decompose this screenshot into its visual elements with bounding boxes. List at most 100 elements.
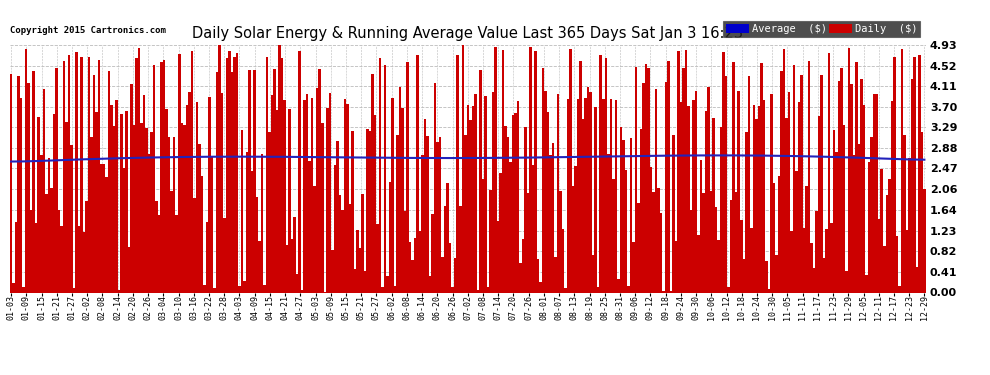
Bar [331, 250, 334, 292]
Bar [471, 106, 474, 292]
Bar [713, 117, 715, 292]
Bar [48, 158, 50, 292]
Bar [401, 108, 404, 292]
Bar [494, 47, 497, 292]
Bar [649, 167, 652, 292]
Bar [860, 79, 863, 292]
Bar [43, 89, 45, 292]
Bar [329, 93, 331, 292]
Bar [244, 282, 246, 292]
Bar [208, 98, 211, 292]
Bar [891, 101, 893, 292]
Bar [93, 75, 95, 292]
Bar [236, 53, 239, 292]
Bar [384, 65, 386, 292]
Bar [442, 257, 444, 292]
Bar [62, 61, 65, 292]
Bar [276, 110, 278, 292]
Bar [664, 82, 667, 292]
Bar [831, 223, 833, 292]
Bar [875, 94, 878, 292]
Bar [647, 68, 649, 292]
Bar [612, 178, 615, 292]
Bar [828, 53, 831, 292]
Bar [522, 239, 525, 292]
Bar [484, 96, 487, 292]
Bar [459, 207, 461, 292]
Bar [178, 54, 180, 292]
Bar [662, 291, 664, 292]
Bar [622, 140, 625, 292]
Bar [399, 87, 401, 292]
Bar [65, 123, 67, 292]
Bar [429, 276, 432, 292]
Bar [815, 211, 818, 292]
Bar [206, 222, 208, 292]
Bar [379, 58, 381, 292]
Bar [567, 99, 569, 292]
Bar [805, 186, 808, 292]
Bar [85, 201, 88, 292]
Bar [517, 101, 519, 292]
Bar [720, 127, 723, 292]
Bar [685, 50, 687, 292]
Bar [454, 258, 456, 292]
Bar [682, 68, 685, 292]
Bar [680, 102, 682, 292]
Bar [863, 105, 865, 292]
Bar [218, 45, 221, 292]
Bar [396, 135, 399, 292]
Bar [823, 258, 826, 292]
Bar [654, 89, 657, 292]
Bar [231, 72, 234, 292]
Bar [602, 99, 605, 292]
Bar [530, 47, 532, 292]
Bar [361, 194, 363, 292]
Bar [67, 55, 70, 292]
Bar [605, 58, 607, 292]
Bar [594, 106, 597, 292]
Bar [630, 138, 632, 292]
Bar [554, 257, 556, 292]
Bar [40, 155, 43, 292]
Bar [50, 188, 52, 292]
Bar [451, 287, 454, 292]
Bar [542, 68, 545, 292]
Bar [670, 291, 672, 292]
Bar [115, 100, 118, 292]
Bar [461, 45, 464, 292]
Bar [767, 289, 770, 292]
Bar [376, 224, 379, 292]
Bar [537, 259, 540, 292]
Bar [283, 100, 286, 292]
Bar [532, 165, 535, 292]
Bar [291, 239, 293, 292]
Bar [620, 127, 622, 292]
Bar [55, 68, 57, 292]
Bar [193, 198, 196, 292]
Bar [519, 263, 522, 292]
Bar [908, 158, 911, 292]
Bar [288, 109, 291, 292]
Bar [858, 144, 860, 292]
Bar [366, 129, 368, 292]
Bar [672, 135, 675, 292]
Bar [152, 64, 155, 292]
Bar [437, 142, 439, 292]
Bar [103, 164, 105, 292]
Bar [627, 286, 630, 292]
Bar [411, 261, 414, 292]
Bar [234, 57, 236, 292]
Bar [163, 60, 165, 292]
Bar [70, 145, 72, 292]
Bar [211, 156, 213, 292]
Bar [444, 207, 446, 292]
Bar [600, 55, 602, 292]
Bar [35, 223, 38, 292]
Bar [826, 228, 828, 292]
Bar [221, 93, 223, 292]
Bar [692, 100, 695, 292]
Bar [456, 55, 459, 292]
Bar [873, 94, 875, 292]
Bar [790, 231, 793, 292]
